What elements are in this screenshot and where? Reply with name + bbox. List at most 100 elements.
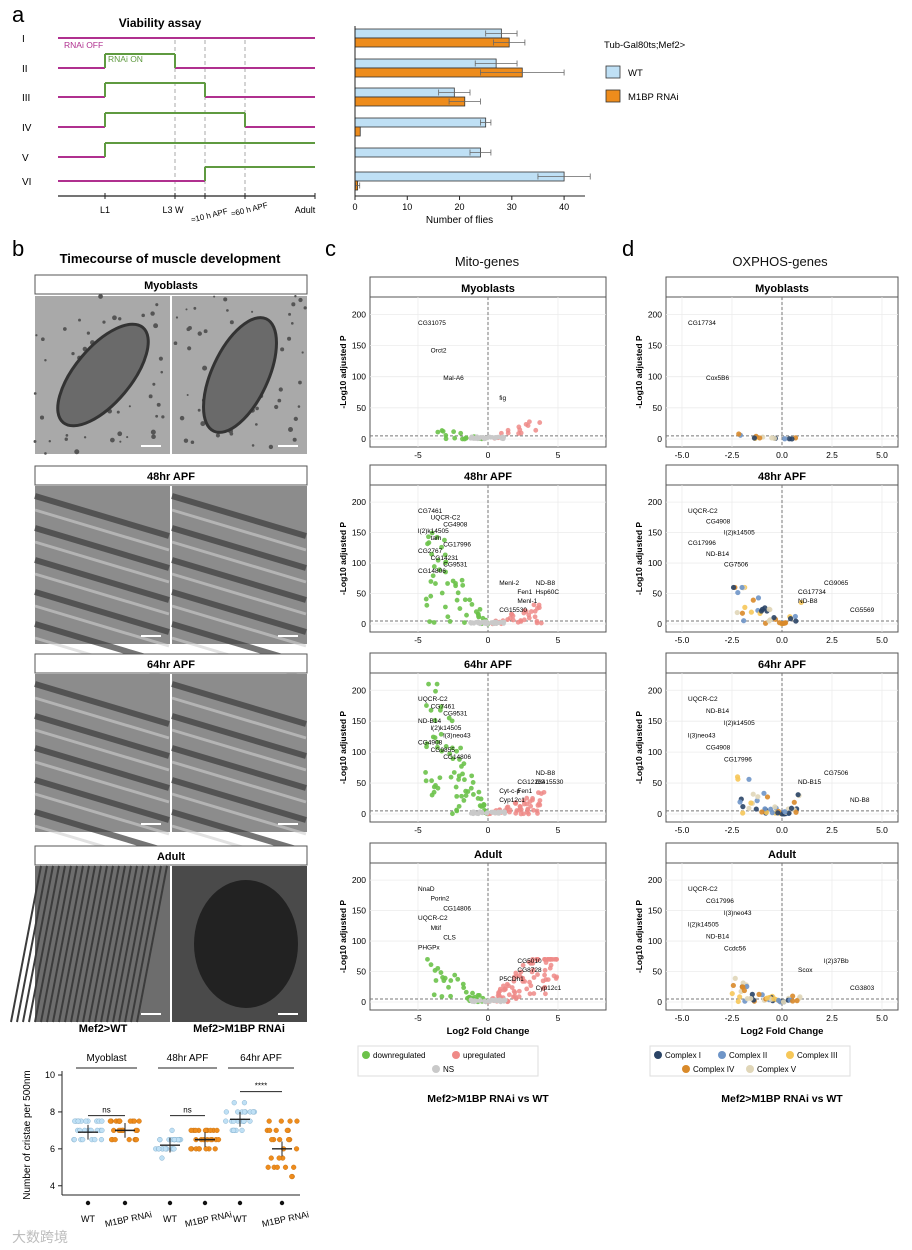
em-texture (78, 318, 81, 322)
y-axis-title: -Log10 adjusted P (338, 522, 348, 596)
point-up (531, 975, 537, 980)
point-up (535, 605, 540, 611)
point-down (426, 534, 431, 540)
y-tick-label: 0 (361, 809, 366, 819)
gene-label: tam (431, 535, 442, 542)
gene-label: ND-B8 (798, 598, 818, 605)
data-point (71, 1137, 77, 1143)
gene-label: fig (499, 395, 506, 402)
point-down (464, 612, 469, 618)
data-point (203, 1146, 209, 1152)
row-label: I (22, 34, 25, 45)
mitochondrion (202, 316, 278, 434)
em-texture (153, 323, 159, 329)
point-complex (737, 799, 743, 805)
point-down (450, 756, 456, 762)
cristae-line (136, 865, 168, 1023)
point-down (427, 619, 433, 625)
y-tick-label: 100 (352, 558, 366, 568)
y-tick-label: 0 (361, 997, 366, 1007)
point-down (481, 803, 487, 809)
em-texture (215, 433, 220, 438)
dense-mitochondrion (194, 880, 298, 1008)
cristae-line (16, 865, 48, 1023)
point-down (434, 534, 440, 540)
em-texture (229, 431, 234, 436)
point-up (538, 620, 544, 626)
y-tick-label: 50 (357, 589, 367, 599)
point-down (475, 795, 481, 801)
point-down (476, 992, 482, 998)
cristae-line (130, 865, 162, 1023)
gene-label: CG4908 (706, 744, 731, 751)
bar-rnai (354, 126, 361, 137)
y-tick-label: 150 (352, 341, 366, 351)
point-complex (769, 435, 775, 441)
point-up (521, 801, 527, 807)
y-tick-label: 100 (352, 372, 366, 382)
point-complex (750, 791, 756, 797)
point-up (513, 970, 519, 976)
point-complex (737, 994, 743, 1000)
point-down (461, 985, 467, 991)
point-up (506, 992, 512, 998)
point-up (534, 618, 540, 624)
legend-dot (654, 1051, 662, 1059)
em-texture (294, 295, 297, 298)
data-point (156, 1146, 162, 1152)
x-tick-label: 0.0 (776, 1013, 788, 1023)
data-point (92, 1137, 98, 1143)
data-point (276, 1155, 282, 1161)
point-down (456, 803, 462, 809)
point-down (468, 785, 474, 791)
y-tick-label: 0 (657, 619, 662, 629)
point-down (428, 707, 434, 713)
em-texture (128, 405, 131, 408)
em-texture (175, 316, 179, 319)
em-stage-header (34, 274, 308, 295)
gene-label: Menl-1 (517, 598, 537, 605)
facet-label: Adult (768, 849, 796, 861)
point-complex (740, 984, 746, 990)
point-complex (761, 790, 767, 796)
point-down (428, 579, 434, 584)
row-label: II (22, 64, 28, 75)
point-ns (489, 809, 494, 815)
em-texture (200, 421, 206, 427)
legend-dot (362, 1051, 370, 1059)
em-striation (171, 728, 307, 772)
x-axis-title: Log2 Fold Change (447, 1026, 530, 1037)
em-micrograph-grid: Myoblasts 48hr APF 64hr APF Adult Mef2>WT Mef… (10, 274, 308, 1035)
cristae-line (88, 865, 120, 1023)
point-down (424, 741, 430, 747)
bar-wt (354, 117, 487, 128)
point-up (541, 789, 547, 795)
gene-label: Scox (798, 967, 813, 974)
point-up (526, 612, 532, 618)
point-down (432, 717, 438, 723)
point-complex (764, 995, 770, 1001)
em-striation (171, 540, 307, 584)
em-texture (117, 431, 123, 437)
data-point (214, 1127, 220, 1133)
em-striation (171, 508, 307, 552)
point-down (459, 793, 464, 799)
em-texture (229, 320, 234, 325)
point-down (453, 583, 459, 589)
point-complex (771, 996, 777, 1002)
em-texture (274, 404, 279, 410)
em-stage-label: 64hr APF (147, 659, 195, 671)
group-label: 64hr APF (240, 1053, 282, 1064)
point-complex (750, 597, 756, 603)
y-tick-label: 50 (357, 403, 367, 413)
point-ns (485, 810, 490, 815)
em-texture (156, 402, 161, 407)
x-tick-label: 0.0 (776, 635, 788, 645)
y-tick-label: 100 (352, 747, 366, 757)
em-texture (226, 309, 229, 312)
em-striation (34, 745, 170, 791)
x-tick-label: 2.5 (826, 825, 838, 835)
axis-marker (122, 1200, 128, 1206)
bar-rnai (354, 96, 466, 107)
em-stage-header (34, 845, 308, 866)
